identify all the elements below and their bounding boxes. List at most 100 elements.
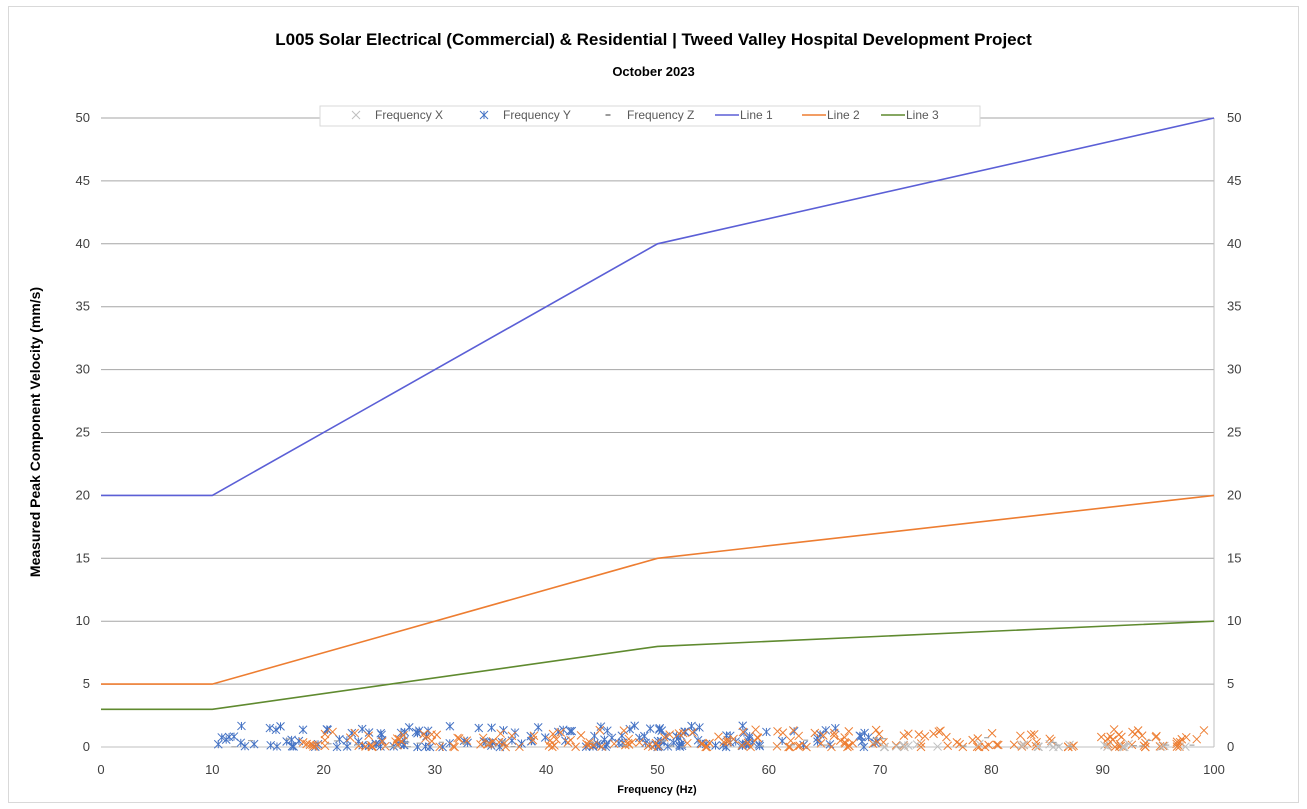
scatter-point [688,728,697,737]
y-tick-label-right: 25 [1227,425,1241,440]
scatter-point [1152,731,1161,741]
scatter-point [1029,729,1039,739]
scatter-point [380,741,390,751]
x-tick-label: 60 [762,762,776,777]
scatter-point [607,733,617,743]
scatter-point [566,735,576,745]
scatter-point [1172,742,1182,751]
scatter-point [453,733,462,743]
scatter-point [829,731,839,741]
chart-title: L005 Solar Electrical (Commercial) & Res… [275,30,1032,49]
scatter-point [361,742,370,751]
scatter-point [1124,739,1134,749]
x-tick-label: 50 [650,762,664,777]
scatter-point [723,735,733,745]
scatter-point [515,742,524,752]
y-tick-label-left: 25 [76,425,90,440]
scatter-point [533,722,543,732]
scatter-point [702,742,712,752]
legend-label: Frequency Y [503,108,571,122]
scatter-point [773,726,782,736]
gridlines [101,117,1215,748]
scatter-point [929,729,938,739]
y-tick-label-left: 0 [83,739,90,754]
scatter-point [1180,742,1190,751]
scatter-point [665,730,675,740]
scatter-point [1026,730,1036,740]
y-tick-label-left: 20 [76,487,90,502]
scatter-point [548,729,558,739]
scatter-point [802,742,811,752]
scatter-point [943,741,953,751]
scatter-point [507,731,517,741]
scatter-point [829,728,839,738]
scatter-point [955,739,964,749]
x-tick-label: 0 [97,762,104,777]
scatter-point [597,742,606,751]
scatter-point [1156,742,1166,752]
scatter-point [778,728,788,738]
y-tick-label-left: 5 [83,676,90,691]
scatter-point [287,741,297,751]
scatter-point [213,739,223,749]
scatter-point [868,739,878,749]
scatter-point [871,725,881,735]
x-tick-label: 40 [539,762,553,777]
y-tick-label-left: 35 [76,299,90,314]
scatter-point [695,723,704,732]
scatter-point [609,739,619,749]
scatter-point [1177,734,1187,744]
y-tick-label-right: 20 [1227,487,1241,502]
scatter-point [602,726,612,736]
scatter-point [1137,731,1147,741]
scatter-point [810,728,820,738]
scatter-point [844,726,854,736]
x-axis-title: Frequency (Hz) [617,784,697,796]
line-series-3 [101,620,1215,711]
scatter-point [1181,732,1191,742]
scatter-point [496,729,506,738]
scatter-point [723,737,732,747]
x-tick-label: 30 [428,762,442,777]
scatter-point [399,730,408,740]
scatter-point [454,734,464,743]
scatter-point [697,739,706,749]
scatter-point [640,731,649,741]
scatter-point [743,738,753,748]
scatter-point [540,733,550,742]
scatter-point [1016,731,1025,741]
x-tick-label: 10 [205,762,219,777]
scatter-point [432,730,442,740]
scatter-points [213,721,1209,752]
y-tick-label-right: 50 [1227,110,1241,125]
scatter-point [772,741,782,751]
line-series-2 [101,494,1215,685]
scatter-point [879,742,889,752]
scatter-point [240,741,250,751]
scatter-point [912,740,922,749]
scatter-point [933,742,942,751]
scatter-point [625,724,635,734]
scatter-point [1130,729,1140,739]
scatter-point [738,727,748,737]
scatter-point [737,741,747,750]
scatter-point [1192,734,1202,744]
scatter-point [920,731,930,741]
scatter-point [1106,732,1116,742]
scatter-point [1017,740,1026,750]
scatter-point [874,729,884,739]
scatter-point [630,721,640,731]
scatter-point [350,728,360,738]
scatter-point [397,737,407,746]
scatter-point [1158,741,1168,751]
scatter-point [840,737,850,747]
scatter-point [427,736,437,746]
scatter-point [678,728,688,738]
scatter-point [595,725,605,735]
scatter-point [1127,740,1137,750]
scatter-point [973,734,983,743]
scatter-point [435,742,445,752]
scatter-point [582,739,591,749]
